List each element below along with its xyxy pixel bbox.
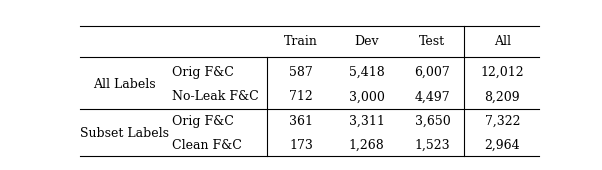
Text: All Labels: All Labels — [93, 78, 155, 91]
Text: Dev: Dev — [355, 35, 379, 48]
Text: Clean F&C: Clean F&C — [172, 139, 242, 152]
Text: 8,209: 8,209 — [485, 90, 520, 104]
Text: 361: 361 — [289, 115, 313, 128]
Text: 12,012: 12,012 — [480, 66, 524, 79]
Text: 3,650: 3,650 — [415, 115, 450, 128]
Text: 1,523: 1,523 — [415, 139, 450, 152]
Text: Train: Train — [284, 35, 318, 48]
Text: No-Leak F&C: No-Leak F&C — [172, 90, 259, 104]
Text: Orig F&C: Orig F&C — [172, 115, 234, 128]
Text: 1,268: 1,268 — [349, 139, 385, 152]
Text: 712: 712 — [289, 90, 313, 104]
Text: 587: 587 — [289, 66, 313, 79]
Text: 4,497: 4,497 — [415, 90, 450, 104]
Text: 3,311: 3,311 — [349, 115, 385, 128]
Text: Subset Labels: Subset Labels — [79, 127, 169, 140]
Text: 6,007: 6,007 — [415, 66, 450, 79]
Text: All: All — [494, 35, 511, 48]
Text: 2,964: 2,964 — [485, 139, 520, 152]
Text: Orig F&C: Orig F&C — [172, 66, 234, 79]
Text: 173: 173 — [289, 139, 313, 152]
Text: 7,322: 7,322 — [485, 115, 520, 128]
Text: Test: Test — [420, 35, 445, 48]
Text: 5,418: 5,418 — [349, 66, 385, 79]
Text: 3,000: 3,000 — [349, 90, 385, 104]
